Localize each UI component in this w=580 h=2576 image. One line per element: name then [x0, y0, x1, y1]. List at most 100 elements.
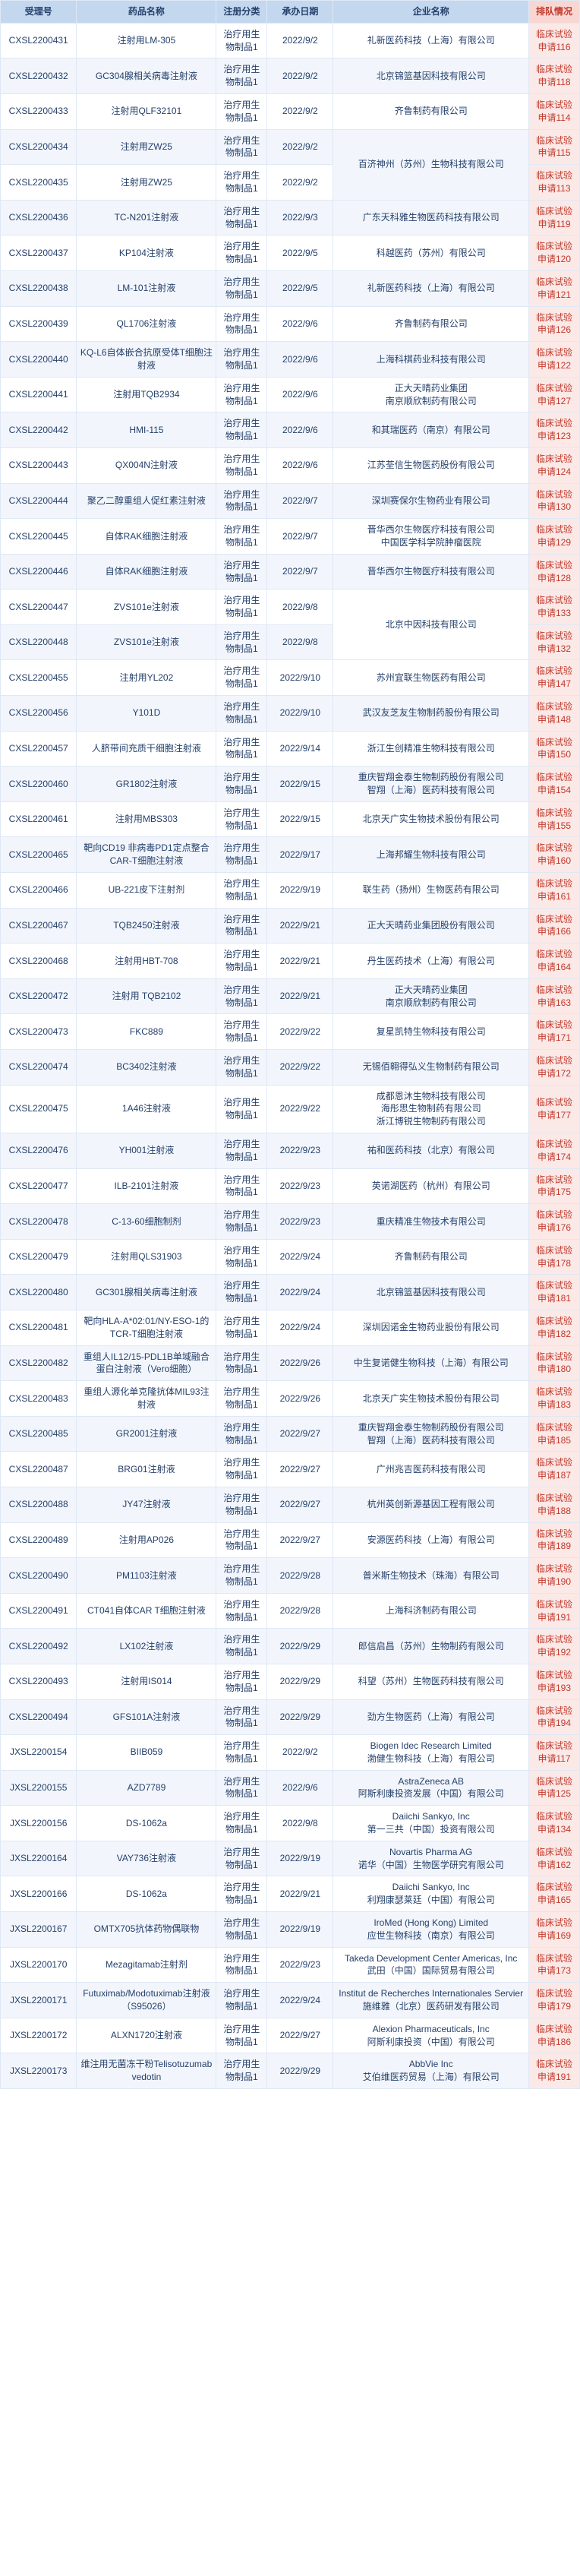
cell-cat: 治疗用生物制品1: [216, 1806, 267, 1841]
cell-cat: 治疗用生物制品1: [216, 342, 267, 378]
cell-id: JXSL2200172: [1, 2018, 77, 2053]
cell-cat: 治疗用生物制品1: [216, 2053, 267, 2089]
cell-date: 2022/9/10: [267, 660, 333, 696]
table-row: CXSL2200482重组人IL12/15-PDL1B单域融合蛋白注射液（Ver…: [1, 1345, 580, 1381]
cell-status: 临床试验申请193: [529, 1664, 580, 1699]
cell-status: 临床试验申请124: [529, 447, 580, 483]
cell-name: VAY736注射液: [77, 1841, 216, 1876]
cell-date: 2022/9/2: [267, 23, 333, 58]
cell-company: 晋华西尔生物医疗科技有限公司: [333, 554, 529, 589]
cell-name: PM1103注射液: [77, 1558, 216, 1594]
cell-date: 2022/9/15: [267, 766, 333, 802]
cell-name: LX102注射液: [77, 1629, 216, 1664]
cell-cat: 治疗用生物制品1: [216, 129, 267, 165]
table-row: CXSL2200494GFS101A注射液治疗用生物制品12022/9/29劲方…: [1, 1699, 580, 1735]
cell-status: 临床试验申请187: [529, 1452, 580, 1487]
cell-status: 临床试验申请154: [529, 766, 580, 802]
cell-name: GR1802注射液: [77, 766, 216, 802]
cell-status: 临床试验申请148: [529, 696, 580, 732]
cell-name: Y101D: [77, 696, 216, 732]
cell-status: 临床试验申请163: [529, 978, 580, 1014]
cell-date: 2022/9/21: [267, 943, 333, 979]
cell-company: 祐和医药科技（北京）有限公司: [333, 1133, 529, 1169]
cell-cat: 治疗用生物制品1: [216, 624, 267, 660]
table-row: CXSL2200447ZVS101e注射液治疗用生物制品12022/9/8北京中…: [1, 589, 580, 625]
cell-id: CXSL2200447: [1, 589, 77, 625]
cell-name: UB-221皮下注射剂: [77, 873, 216, 909]
table-row: CXSL2200457人脐带间充质干细胞注射液治疗用生物制品12022/9/14…: [1, 731, 580, 766]
cell-cat: 治疗用生物制品1: [216, 1487, 267, 1522]
cell-date: 2022/9/23: [267, 1168, 333, 1204]
cell-name: 自体RAK细胞注射液: [77, 554, 216, 589]
cell-company: 北京天广实生物技术股份有限公司: [333, 1381, 529, 1417]
cell-name: FKC889: [77, 1014, 216, 1050]
col-header-company: 企业名称: [333, 1, 529, 24]
cell-cat: 治疗用生物制品1: [216, 58, 267, 94]
table-row: CXSL2200488JY47注射液治疗用生物制品12022/9/27杭州英创新…: [1, 1487, 580, 1522]
col-header-cat: 注册分类: [216, 1, 267, 24]
cell-date: 2022/9/21: [267, 908, 333, 943]
cell-date: 2022/9/6: [267, 306, 333, 342]
table-row: CXSL2200442HMI-115治疗用生物制品12022/9/6和其瑞医药（…: [1, 412, 580, 448]
cell-name: OMTX705抗体药物偶联物: [77, 1912, 216, 1948]
cell-company: 礼新医药科技（上海）有限公司: [333, 23, 529, 58]
cell-id: JXSL2200156: [1, 1806, 77, 1841]
cell-cat: 治疗用生物制品1: [216, 660, 267, 696]
cell-company: 和其瑞医药（南京）有限公司: [333, 412, 529, 448]
cell-cat: 治疗用生物制品1: [216, 1947, 267, 1983]
cell-company: 礼新医药科技（上海）有限公司: [333, 270, 529, 306]
cell-company: 北京天广实生物技术股份有限公司: [333, 801, 529, 837]
cell-id: CXSL2200482: [1, 1345, 77, 1381]
cell-cat: 治疗用生物制品1: [216, 589, 267, 625]
cell-date: 2022/9/8: [267, 624, 333, 660]
cell-id: CXSL2200477: [1, 1168, 77, 1204]
table-row: CXSL2200438LM-101注射液治疗用生物制品12022/9/5礼新医药…: [1, 270, 580, 306]
cell-status: 临床试验申请132: [529, 624, 580, 660]
cell-id: JXSL2200164: [1, 1841, 77, 1876]
cell-name: ILB-2101注射液: [77, 1168, 216, 1204]
table-row: CXSL2200460GR1802注射液治疗用生物制品12022/9/15重庆智…: [1, 766, 580, 802]
cell-name: QL1706注射液: [77, 306, 216, 342]
cell-id: CXSL2200491: [1, 1593, 77, 1629]
cell-name: Futuximab/Modotuximab注射液（S95026）: [77, 1983, 216, 2018]
cell-status: 临床试验申请186: [529, 2018, 580, 2053]
cell-status: 临床试验申请113: [529, 165, 580, 201]
table-body: CXSL2200431注射用LM-305治疗用生物制品12022/9/2礼新医药…: [1, 23, 580, 2088]
cell-cat: 治疗用生物制品1: [216, 873, 267, 909]
cell-name: 注射用 TQB2102: [77, 978, 216, 1014]
cell-name: 1A46注射液: [77, 1085, 216, 1133]
cell-status: 临床试验申请174: [529, 1133, 580, 1169]
cell-cat: 治疗用生物制品1: [216, 483, 267, 519]
cell-date: 2022/9/24: [267, 1983, 333, 2018]
table-row: JXSL2200164VAY736注射液治疗用生物制品12022/9/19Nov…: [1, 1841, 580, 1876]
cell-status: 临床试验申请180: [529, 1345, 580, 1381]
cell-cat: 治疗用生物制品1: [216, 1983, 267, 2018]
cell-id: CXSL2200443: [1, 447, 77, 483]
cell-date: 2022/9/24: [267, 1239, 333, 1275]
cell-date: 2022/9/28: [267, 1593, 333, 1629]
cell-status: 临床试验申请125: [529, 1770, 580, 1806]
cell-status: 临床试验申请188: [529, 1487, 580, 1522]
cell-id: CXSL2200492: [1, 1629, 77, 1664]
cell-date: 2022/9/6: [267, 1770, 333, 1806]
cell-status: 临床试验申请191: [529, 2053, 580, 2089]
cell-id: CXSL2200473: [1, 1014, 77, 1050]
cell-cat: 治疗用生物制品1: [216, 412, 267, 448]
cell-status: 临床试验申请171: [529, 1014, 580, 1050]
table-row: CXSL2200440KQ-L6自体嵌合抗原受体T细胞注射液治疗用生物制品120…: [1, 342, 580, 378]
cell-name: YH001注射液: [77, 1133, 216, 1169]
table-row: CXSL2200431注射用LM-305治疗用生物制品12022/9/2礼新医药…: [1, 23, 580, 58]
table-row: CXSL2200483重组人源化单克隆抗体MIL93注射液治疗用生物制品1202…: [1, 1381, 580, 1417]
cell-cat: 治疗用生物制品1: [216, 766, 267, 802]
cell-name: 注射用QLF32101: [77, 93, 216, 129]
table-row: CXSL2200492LX102注射液治疗用生物制品12022/9/29郎信启昌…: [1, 1629, 580, 1664]
cell-cat: 治疗用生物制品1: [216, 1593, 267, 1629]
cell-id: JXSL2200155: [1, 1770, 77, 1806]
cell-status: 临床试验申请179: [529, 1983, 580, 2018]
cell-id: CXSL2200434: [1, 129, 77, 165]
cell-company: 中生复诺健生物科技（上海）有限公司: [333, 1345, 529, 1381]
cell-status: 临床试验申请162: [529, 1841, 580, 1876]
cell-id: CXSL2200438: [1, 270, 77, 306]
table-row: JXSL2200172ALXN1720注射液治疗用生物制品12022/9/27A…: [1, 2018, 580, 2053]
cell-id: CXSL2200480: [1, 1275, 77, 1310]
